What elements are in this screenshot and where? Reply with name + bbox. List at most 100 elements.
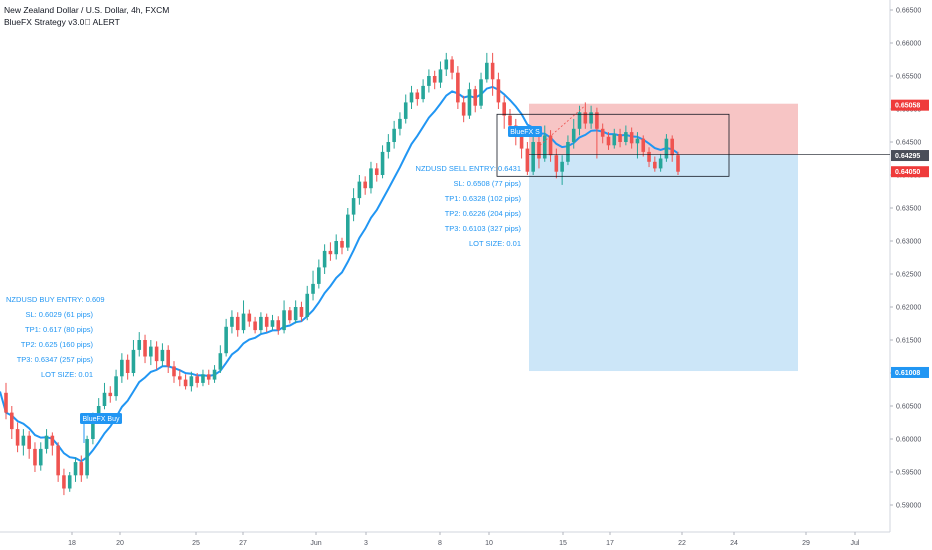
candle-down — [473, 85, 478, 113]
candle-body — [33, 448, 37, 466]
price-tick-label: 0.60000 — [896, 437, 921, 444]
candle-body — [317, 267, 321, 284]
candle-down — [415, 89, 420, 106]
candle-up — [479, 72, 483, 109]
candle-body — [299, 307, 304, 317]
price-tick-label: 0.66500 — [896, 8, 921, 15]
price-tag: 0.64295 — [891, 150, 929, 162]
candle-body — [218, 353, 223, 370]
candle-down — [143, 334, 147, 364]
candle-up — [160, 343, 165, 367]
candle-body — [224, 326, 228, 354]
candle-body — [589, 112, 593, 124]
candle-down — [456, 66, 460, 109]
price-tag-bg — [891, 150, 929, 162]
buy-signal: BlueFX Buy — [80, 413, 122, 443]
candle-up — [21, 429, 26, 456]
time-tick-label: 17 — [606, 540, 614, 547]
price-tick-label: 0.62000 — [896, 305, 921, 312]
price-tick-label: 0.66000 — [896, 41, 921, 48]
candle-up — [73, 457, 78, 482]
candle-down — [554, 148, 559, 179]
candle-down — [247, 309, 252, 327]
buy-info-line: TP1: 0.617 (80 pips) — [25, 325, 93, 334]
time-tick-label: 29 — [802, 540, 810, 547]
candle-body — [450, 59, 454, 73]
candle-body — [647, 151, 651, 162]
candle-down — [206, 369, 211, 385]
candle-body — [195, 376, 199, 383]
price-tags: 0.65058 0.64295 0.64050 0.61008 — [891, 99, 929, 378]
candle-body — [149, 346, 153, 357]
candle-body — [508, 115, 512, 126]
candle-body — [334, 241, 339, 255]
candle-up — [44, 429, 49, 454]
sell-signal-label: BlueFX S — [510, 129, 540, 136]
candle-body — [73, 462, 78, 476]
candle-up — [560, 155, 564, 185]
candle-down — [15, 422, 20, 453]
candle-up — [398, 112, 402, 136]
candle-up — [392, 120, 396, 149]
candle-down — [154, 341, 159, 370]
candle-up — [259, 312, 263, 334]
candle-body — [496, 79, 501, 103]
buy-info-line: TP2: 0.625 (160 pips) — [21, 340, 94, 349]
price-tick-label: 0.65500 — [896, 74, 921, 81]
candle-up — [542, 125, 547, 162]
candle-up — [409, 85, 414, 109]
candle-body — [537, 142, 541, 159]
candle-up — [438, 61, 443, 88]
candle-up — [351, 188, 356, 222]
sell-info-line: LOT SIZE: 0.01 — [469, 239, 521, 248]
candle-down — [56, 442, 60, 482]
candle-down — [27, 431, 31, 459]
candle-down — [653, 156, 657, 172]
candle-up — [322, 244, 327, 274]
chart-header: New Zealand Dollar / U.S. Dollar, 4h, FX… — [4, 4, 169, 28]
range-box — [496, 113, 730, 177]
candle-up — [467, 82, 472, 119]
candle-body — [502, 102, 507, 116]
candle-body — [131, 349, 136, 373]
candle-down — [461, 95, 466, 123]
candle-up — [664, 134, 669, 162]
candle-body — [102, 392, 107, 406]
candle-down — [595, 107, 599, 159]
candle-down — [328, 242, 333, 261]
time-tick-label: Jul — [851, 540, 860, 547]
candle-body — [154, 346, 159, 362]
candle-body — [409, 92, 414, 103]
candle-up — [305, 285, 310, 321]
candle-up — [293, 300, 298, 324]
candle-body — [548, 135, 553, 156]
candle-body — [571, 128, 576, 142]
price-tag-label: 0.64295 — [895, 153, 920, 160]
candle-body — [374, 168, 379, 175]
candle-down — [496, 72, 501, 109]
candle-body — [386, 142, 391, 152]
candle-body — [635, 138, 640, 144]
candle-body — [485, 62, 489, 80]
candle-body — [398, 118, 402, 129]
price-tag-bg — [891, 166, 929, 178]
candle-down — [299, 301, 304, 322]
candle-body — [91, 419, 95, 439]
candle-down — [450, 56, 454, 80]
candle-down — [264, 313, 269, 333]
candle-body — [235, 316, 240, 331]
sell-info-line: TP3: 0.6103 (327 pips) — [445, 224, 522, 233]
candle-body — [322, 250, 327, 268]
candle-up — [131, 340, 136, 377]
candle-body — [473, 89, 478, 106]
candle-down — [432, 70, 437, 90]
candle-down — [195, 373, 199, 388]
buy-info-line: SL: 0.6029 (61 pips) — [25, 310, 93, 319]
candle-down — [4, 382, 8, 420]
candle-body — [670, 138, 675, 156]
candle-body — [392, 128, 396, 142]
price-tick-label: 0.61500 — [896, 338, 921, 345]
sell-info-line: NZDUSD SELL ENTRY: 0.6431 — [416, 164, 521, 173]
